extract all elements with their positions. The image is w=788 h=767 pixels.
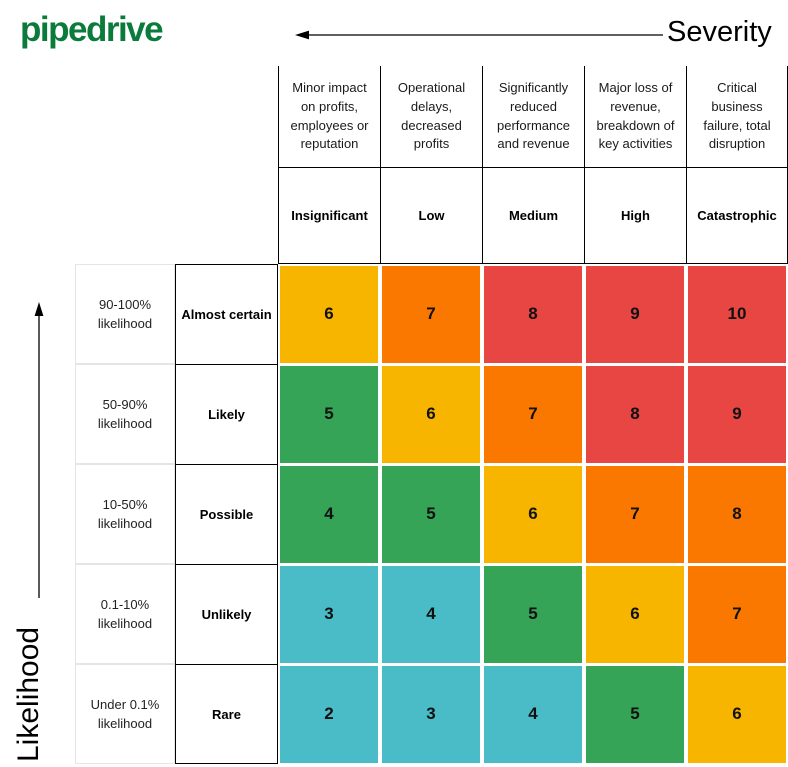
risk-cell-3-0: 3 bbox=[280, 565, 378, 663]
likelihood-range-rare: Under 0.1% likelihood bbox=[75, 664, 175, 764]
risk-cell-0-1: 7 bbox=[382, 265, 480, 363]
risk-cell-0-2: 8 bbox=[484, 265, 582, 363]
risk-cell-4-4: 6 bbox=[688, 665, 786, 763]
risk-cell-2-3: 7 bbox=[586, 465, 684, 563]
severity-arrow-icon bbox=[295, 30, 663, 40]
risk-cell-4-2: 4 bbox=[484, 665, 582, 763]
risk-cell-4-3: 5 bbox=[586, 665, 684, 763]
risk-cell-0-0: 6 bbox=[280, 265, 378, 363]
severity-description-low: Operational delays, decreased profits bbox=[380, 66, 482, 167]
likelihood-axis-label: Likelihood bbox=[12, 626, 45, 762]
severity-header-medium: Medium bbox=[482, 167, 584, 264]
risk-cell-1-3: 8 bbox=[586, 365, 684, 463]
severity-header-insignificant: Insignificant bbox=[278, 167, 380, 264]
likelihood-range-unlikely: 0.1-10% likelihood bbox=[75, 564, 175, 664]
spacer bbox=[75, 167, 175, 264]
risk-cell-1-0: 5 bbox=[280, 365, 378, 463]
risk-cell-1-4: 9 bbox=[688, 365, 786, 463]
spacer bbox=[75, 66, 175, 167]
risk-cell-2-2: 6 bbox=[484, 465, 582, 563]
spacer bbox=[175, 167, 278, 264]
likelihood-header-unlikely: Unlikely bbox=[175, 564, 278, 664]
risk-cell-3-4: 7 bbox=[688, 565, 786, 663]
spacer bbox=[175, 66, 278, 167]
risk-cell-1-2: 7 bbox=[484, 365, 582, 463]
severity-header-catastrophic: Catastrophic bbox=[686, 167, 788, 264]
risk-cell-2-4: 8 bbox=[688, 465, 786, 563]
severity-header-high: High bbox=[584, 167, 686, 264]
risk-cell-2-0: 4 bbox=[280, 465, 378, 563]
severity-description-insignificant: Minor impact on profits, employees or re… bbox=[278, 66, 380, 167]
risk-cell-3-3: 6 bbox=[586, 565, 684, 663]
pipedrive-logo: pipedrive bbox=[20, 10, 164, 49]
likelihood-header-possible: Possible bbox=[175, 464, 278, 564]
likelihood-range-likely: 50-90% likelihood bbox=[75, 364, 175, 464]
risk-cell-0-4: 10 bbox=[688, 265, 786, 363]
likelihood-header-almost-certain: Almost certain bbox=[175, 264, 278, 364]
severity-description-medium: Significantly reduced performance and re… bbox=[482, 66, 584, 167]
likelihood-arrow-icon bbox=[34, 302, 44, 598]
risk-cell-0-3: 9 bbox=[586, 265, 684, 363]
severity-description-high: Major loss of revenue, breakdown of key … bbox=[584, 66, 686, 167]
likelihood-header-likely: Likely bbox=[175, 364, 278, 464]
risk-cell-4-0: 2 bbox=[280, 665, 378, 763]
likelihood-range-almost-certain: 90-100% likelihood bbox=[75, 264, 175, 364]
risk-cell-4-1: 3 bbox=[382, 665, 480, 763]
severity-axis-label: Severity bbox=[667, 16, 772, 48]
risk-matrix-table: Minor impact on profits, employees or re… bbox=[75, 66, 788, 764]
risk-cell-3-2: 5 bbox=[484, 565, 582, 663]
risk-cell-1-1: 6 bbox=[382, 365, 480, 463]
likelihood-range-possible: 10-50% likelihood bbox=[75, 464, 175, 564]
risk-cell-3-1: 4 bbox=[382, 565, 480, 663]
likelihood-header-rare: Rare bbox=[175, 664, 278, 764]
risk-cell-2-1: 5 bbox=[382, 465, 480, 563]
severity-header-low: Low bbox=[380, 167, 482, 264]
severity-description-catastrophic: Critical business failure, total disrupt… bbox=[686, 66, 788, 167]
